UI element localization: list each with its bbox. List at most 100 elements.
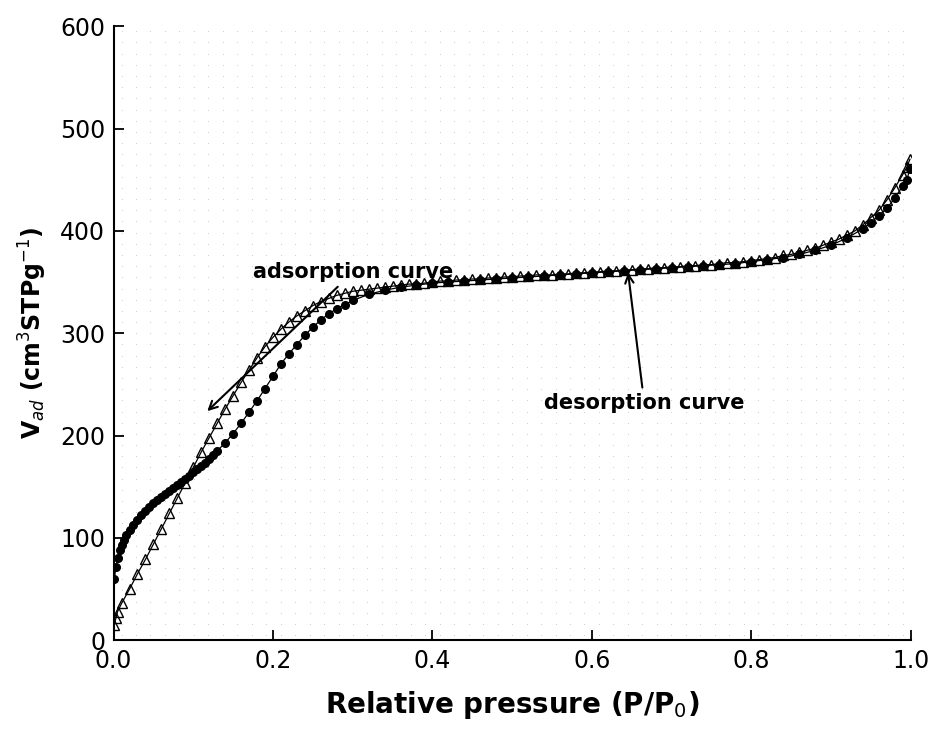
Point (447, 272, 462, 283)
Point (403, 159, 418, 171)
Point (621, 137, 636, 149)
Point (172, 339, 187, 351)
Point (750, 48, 765, 60)
Point (605, 249, 621, 261)
Point (258, 539, 273, 551)
Point (837, 283, 852, 294)
Point (331, 272, 346, 283)
Point (722, 305, 737, 317)
Point (331, 461, 346, 473)
Point (216, 584, 231, 596)
Point (143, 484, 158, 496)
Point (722, 428, 737, 440)
Point (621, 103, 636, 115)
Point (895, 294, 910, 306)
Point (563, 495, 578, 507)
Point (172, 159, 187, 171)
Point (403, 394, 418, 406)
Point (519, 48, 534, 60)
Point (794, 539, 809, 551)
Point (867, 70, 882, 82)
Point (809, 103, 824, 115)
Point (823, 439, 838, 451)
Point (504, 261, 519, 272)
Point (736, 215, 751, 227)
Point (490, 215, 505, 227)
Point (143, 59, 158, 71)
Point (389, 328, 404, 339)
Point (534, 227, 549, 238)
Point (418, 339, 433, 351)
Point (476, 350, 491, 362)
Point (534, 59, 549, 71)
Point (809, 361, 824, 373)
Point (317, 126, 332, 138)
Point (605, 328, 621, 339)
Point (548, 137, 563, 149)
Point (707, 115, 722, 127)
Point (143, 439, 158, 451)
Point (389, 350, 404, 362)
Point (765, 506, 780, 518)
Point (331, 607, 346, 618)
Point (114, 81, 129, 93)
Point (432, 283, 447, 294)
Point (809, 283, 824, 294)
Point (823, 305, 838, 317)
Point (129, 159, 144, 171)
Point (432, 103, 447, 115)
Point (548, 59, 563, 71)
Point (519, 70, 534, 82)
Point (186, 193, 201, 205)
Point (389, 37, 404, 49)
Point (881, 607, 896, 618)
Point (418, 450, 433, 462)
Point (823, 484, 838, 496)
Point (273, 618, 289, 630)
Point (476, 37, 491, 49)
Point (288, 630, 303, 641)
Point (649, 148, 664, 160)
Point (548, 305, 563, 317)
Point (837, 126, 852, 138)
Point (809, 70, 824, 82)
Point (649, 126, 664, 138)
Point (750, 272, 765, 283)
Point (244, 417, 259, 429)
Point (403, 618, 418, 630)
Point (476, 261, 491, 272)
Point (403, 316, 418, 328)
Point (418, 159, 433, 171)
Point (114, 461, 129, 473)
Point (216, 350, 231, 362)
Point (851, 25, 867, 37)
Point (302, 48, 317, 60)
Point (432, 115, 447, 127)
Point (317, 339, 332, 351)
Point (302, 562, 317, 574)
Point (809, 261, 824, 272)
Point (851, 495, 867, 507)
Point (736, 294, 751, 306)
Point (605, 339, 621, 351)
Point (302, 305, 317, 317)
Point (707, 528, 722, 540)
Point (823, 528, 838, 540)
Point (692, 439, 708, 451)
Point (736, 159, 751, 171)
Point (519, 305, 534, 317)
Point (563, 361, 578, 373)
Point (476, 528, 491, 540)
Point (230, 215, 245, 227)
Point (461, 417, 476, 429)
Point (577, 439, 592, 451)
Point (157, 372, 172, 384)
Point (722, 294, 737, 306)
Point (780, 528, 795, 540)
Point (447, 372, 462, 384)
Point (288, 495, 303, 507)
Point (867, 439, 882, 451)
Point (823, 92, 838, 104)
Point (780, 261, 795, 272)
Point (432, 506, 447, 518)
